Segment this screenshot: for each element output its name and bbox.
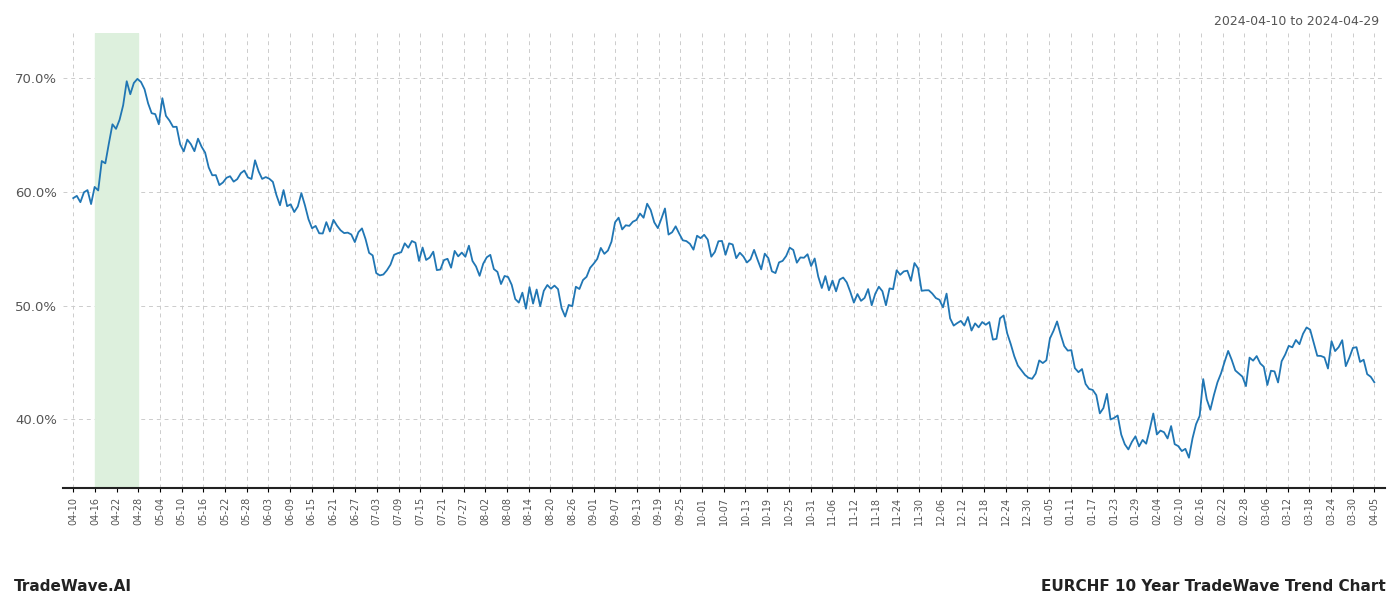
Text: EURCHF 10 Year TradeWave Trend Chart: EURCHF 10 Year TradeWave Trend Chart — [1042, 579, 1386, 594]
Text: 2024-04-10 to 2024-04-29: 2024-04-10 to 2024-04-29 — [1214, 15, 1379, 28]
Text: TradeWave.AI: TradeWave.AI — [14, 579, 132, 594]
Bar — [95, 33, 139, 488]
